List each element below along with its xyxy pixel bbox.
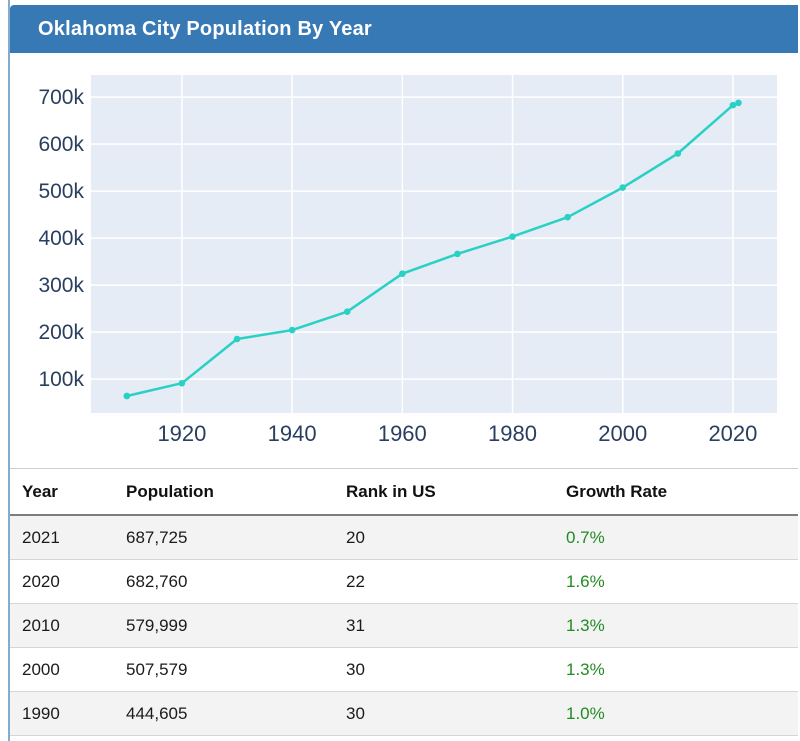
growth-rate-cell: 1.3%	[554, 647, 798, 692]
data-point[interactable]	[288, 326, 296, 334]
x-tick-label: 1980	[488, 421, 537, 446]
x-tick-label: 1920	[157, 421, 206, 446]
rank-cell: 30	[334, 691, 554, 736]
growth-rate-cell: 1.0%	[554, 691, 798, 736]
data-point[interactable]	[735, 99, 742, 107]
rank-cell: 20	[334, 515, 554, 560]
table-row: 2021 687,725 20 0.7%	[10, 515, 798, 560]
population-chart[interactable]: 100k 200k 300k 400k 500k 600k 700k 1920 1940 1960…	[10, 53, 798, 468]
y-tick-label: 600k	[38, 133, 84, 156]
chart-plot-area[interactable]	[91, 75, 777, 413]
data-point[interactable]	[454, 250, 461, 258]
x-tick-label: 2000	[598, 421, 647, 446]
y-tick-label: 700k	[38, 86, 84, 109]
y-tick-label: 500k	[38, 180, 84, 203]
data-point[interactable]	[233, 335, 241, 343]
page-header: Oklahoma City Population By Year	[10, 5, 798, 53]
data-point[interactable]	[123, 392, 131, 400]
rank-cell: 31	[334, 603, 554, 648]
column-header-year: Year	[10, 468, 114, 516]
rank-cell: 30	[334, 647, 554, 692]
column-header-population: Population	[114, 468, 334, 516]
population-cell: 687,725	[114, 515, 334, 560]
year-cell: 2000	[10, 647, 114, 692]
y-tick-label: 400k	[38, 227, 84, 250]
population-cell: 507,579	[114, 647, 334, 692]
data-point[interactable]	[178, 379, 186, 387]
growth-rate-cell: 0.7%	[554, 515, 798, 560]
content-card: Oklahoma City Population By Year 100k 200…	[8, 0, 798, 741]
year-cell: 2010	[10, 603, 114, 648]
y-tick-label: 200k	[38, 321, 84, 344]
column-header-rank: Rank in US	[334, 468, 554, 516]
growth-rate-cell: 1.3%	[554, 603, 798, 648]
page-title: Oklahoma City Population By Year	[38, 17, 372, 40]
population-chart-container: 100k 200k 300k 400k 500k 600k 700k 1920 1940 1960…	[10, 53, 798, 468]
year-cell: 2020	[10, 559, 114, 604]
x-tick-label: 1960	[378, 421, 427, 446]
x-tick-label: 2020	[708, 421, 757, 446]
table-header: Year Population Rank in US Growth Rate	[10, 468, 798, 516]
table-header-row: Year Population Rank in US Growth Rate	[10, 468, 798, 516]
data-point[interactable]	[399, 270, 406, 278]
population-cell: 444,605	[114, 691, 334, 736]
population-cell: 682,760	[114, 559, 334, 604]
data-point[interactable]	[564, 213, 571, 221]
data-point[interactable]	[729, 101, 737, 109]
data-point[interactable]	[509, 233, 516, 240]
column-header-growth-rate: Growth Rate	[554, 468, 798, 516]
data-point[interactable]	[343, 308, 351, 315]
table-row: 2020 682,760 22 1.6%	[10, 559, 798, 604]
population-cell: 579,999	[114, 603, 334, 648]
year-cell: 2021	[10, 515, 114, 560]
rank-cell: 22	[334, 559, 554, 604]
data-point[interactable]	[674, 150, 682, 157]
table-row: 2010 579,999 31 1.3%	[10, 603, 798, 648]
x-tick-label: 1940	[268, 421, 317, 446]
table-row: 2000 507,579 30 1.3%	[10, 647, 798, 692]
population-table: Year Population Rank in US Growth Rate 2…	[10, 468, 798, 736]
y-tick-label: 100k	[38, 368, 84, 391]
data-point[interactable]	[619, 184, 627, 191]
table-row: 1990 444,605 30 1.0%	[10, 691, 798, 736]
year-cell: 1990	[10, 691, 114, 736]
y-tick-label: 300k	[38, 274, 84, 297]
growth-rate-cell: 1.6%	[554, 559, 798, 604]
